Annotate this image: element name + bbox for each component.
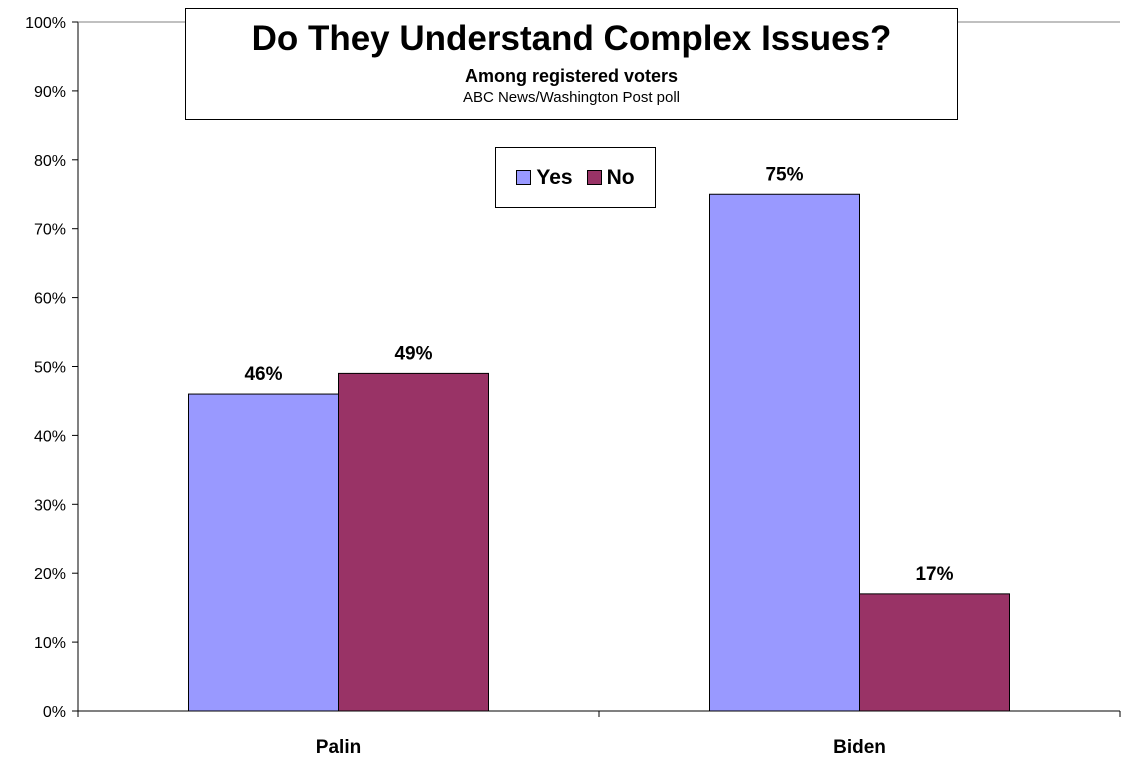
data-labels: 46% 49% 75% 17% [244, 164, 953, 585]
chart-title-box: Do They Understand Complex Issues? Among… [185, 8, 958, 120]
category-labels: Palin Biden [316, 737, 886, 757]
bar-yes-biden [709, 193, 860, 712]
y-tick-label: 30% [34, 497, 66, 514]
legend-item-yes: Yes [516, 165, 573, 190]
legend-label-no: No [606, 165, 635, 189]
legend-swatch-yes [516, 170, 532, 185]
category-label-palin: Palin [316, 737, 361, 757]
legend-label-yes: Yes [536, 165, 573, 189]
y-tick-label: 80% [34, 153, 66, 170]
bar-no-biden [859, 593, 1010, 712]
bar-no-palin [338, 372, 489, 712]
legend: Yes No [495, 147, 656, 208]
data-label: 75% [765, 164, 803, 185]
y-tick-label: 50% [34, 360, 66, 377]
chart-subtitle: Among registered voters [464, 66, 679, 86]
bars [188, 193, 1010, 712]
data-label: 49% [394, 343, 432, 364]
y-tick-label: 0% [43, 704, 66, 721]
data-label: 17% [915, 564, 953, 585]
y-tick-label: 10% [34, 635, 66, 652]
category-label-biden: Biden [833, 737, 886, 757]
y-tick-label: 70% [34, 222, 66, 239]
legend-item-no: No [586, 165, 635, 190]
legend-swatch-no [586, 170, 602, 185]
y-tick-label: 20% [34, 566, 66, 583]
y-tick-label: 40% [34, 428, 66, 445]
bar-yes-palin [188, 393, 339, 712]
y-axis-ticks: 0% 10% 20% 30% 40% 50% 60% 70% 80% 90% 100% [25, 15, 78, 721]
y-tick-label: 90% [34, 84, 66, 101]
data-label: 46% [244, 364, 282, 385]
y-tick-label: 60% [34, 291, 66, 308]
y-tick-label: 100% [25, 15, 66, 32]
chart-title: Do They Understand Complex Issues? [251, 19, 892, 58]
chart-source: ABC News/Washington Post poll [462, 89, 681, 106]
